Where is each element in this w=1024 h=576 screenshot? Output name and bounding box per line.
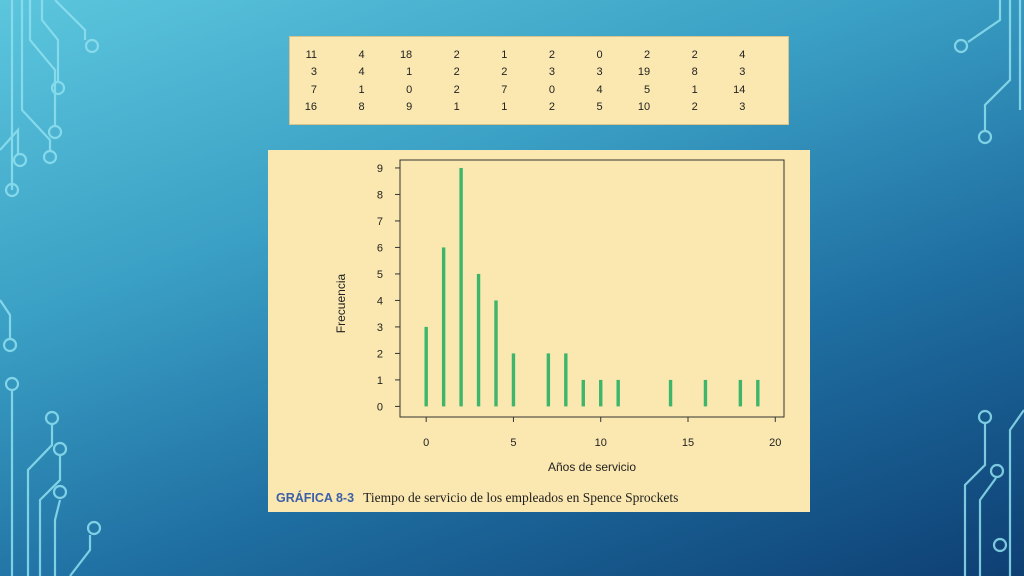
y-tick-label: 2: [377, 348, 383, 360]
bar: [581, 379, 585, 407]
table-cell: 3: [739, 66, 746, 79]
bar: [511, 353, 516, 407]
table-cell: 18: [399, 48, 413, 61]
x-tick-label: 20: [769, 437, 781, 449]
frequency-chart: 0 1 2 3 4 5 6 7 8 9 0 5 10 15 20 Años de servicio Frecue…: [334, 159, 785, 474]
table-cell: 8: [358, 101, 365, 114]
table-cell: 3: [596, 66, 603, 79]
y-tick-label: 9: [377, 163, 383, 175]
table-cell: 2: [691, 48, 698, 61]
table-cell: 3: [310, 66, 317, 79]
table-cell: 10: [637, 101, 651, 114]
table-cell: 4: [358, 66, 365, 79]
table-cell: 0: [596, 48, 603, 61]
x-tick-label: 10: [595, 437, 607, 449]
x-tick-label: 15: [682, 437, 694, 449]
table-cell: 1: [406, 66, 413, 79]
table-cell: 2: [501, 66, 508, 79]
table-cell: 1: [691, 83, 698, 96]
table-cell: 2: [548, 48, 555, 61]
table-cell: 7: [310, 83, 317, 96]
bar: [424, 326, 428, 407]
table-cell: 0: [406, 83, 413, 96]
y-tick-label: 8: [377, 189, 383, 201]
table-row: 16 8 9 1 1 2 5 10 2 3: [294, 99, 746, 117]
bar: [564, 353, 568, 407]
bar: [738, 379, 743, 407]
table-cell: 5: [644, 83, 651, 96]
table-cell: 0: [548, 83, 555, 96]
table-cell: 1: [453, 101, 460, 114]
figure-caption: GRÁFICA 8-3 Tiempo de servicio de los em…: [276, 490, 678, 506]
table-row: 7 1 0 2 7 0 4 5 1 14: [294, 81, 745, 99]
y-tick-label: 6: [377, 242, 383, 254]
table-cell: 19: [637, 66, 651, 79]
x-tick-label: 0: [423, 437, 429, 449]
bar: [476, 273, 481, 407]
table-cell: 3: [739, 101, 746, 114]
table-cell: 14: [733, 83, 746, 96]
table-cell: 1: [501, 101, 508, 114]
table-row: 11 4 18 2 1 2 0 2 2 4: [294, 46, 746, 64]
bar: [616, 379, 620, 407]
table-cell: 4: [358, 48, 365, 61]
table-cell: 9: [406, 101, 413, 114]
bar: [546, 353, 551, 407]
table-cell: 2: [453, 83, 460, 96]
bar: [668, 379, 673, 407]
table-cell: 5: [596, 101, 603, 114]
y-tick-label: 4: [377, 295, 383, 307]
table-cell: 2: [548, 101, 555, 114]
y-tick-label: 1: [377, 375, 383, 387]
y-tick-label: 0: [377, 401, 383, 413]
table-row: 3 4 1 2 2 3 3 19 8 3: [294, 64, 745, 82]
table-cell: 3: [548, 66, 555, 79]
table-cell: 4: [596, 83, 603, 96]
table-cell: 1: [358, 83, 365, 96]
table-cell: 16: [304, 101, 317, 114]
y-axis-label: Frecuencia: [334, 274, 348, 334]
bar: [459, 167, 463, 407]
data-table-panel: 11 4 18 2 1 2 0 2 2 4 3 4 1 2 2 3 3 19 8 3 7 1 0 2 7 0 4 5 1 14 16 8 9 1 1…: [289, 36, 789, 125]
table-cell: 7: [501, 83, 508, 96]
table-cell: 2: [453, 48, 460, 61]
table-cell: 11: [305, 48, 317, 61]
table-cell: 1: [501, 48, 508, 61]
data-table: 11 4 18 2 1 2 0 2 2 4 3 4 1 2 2 3 3 19 8 3 7 1 0 2 7 0 4 5 1 14 16 8 9 1 1…: [294, 46, 746, 117]
y-tick-label: 3: [377, 322, 383, 334]
y-tick-label: 7: [377, 216, 383, 228]
table-cell: 4: [739, 48, 746, 61]
bar: [441, 247, 446, 407]
table-cell: 2: [644, 48, 651, 61]
bar: [599, 379, 603, 407]
x-axis-label: Años de servicio: [548, 460, 636, 474]
caption-label: GRÁFICA 8-3: [276, 491, 355, 505]
table-cell: 2: [453, 66, 460, 79]
bar: [756, 379, 760, 407]
caption-text: Tiempo de servicio de los empleados en S…: [363, 490, 679, 505]
plot-frame: [399, 159, 785, 418]
y-tick-label: 5: [377, 269, 383, 281]
x-tick-label: 5: [510, 437, 516, 449]
bar: [494, 300, 498, 407]
bar: [703, 379, 708, 407]
table-cell: 2: [691, 101, 698, 114]
table-cell: 8: [691, 66, 698, 79]
chart-panel: 0 1 2 3 4 5 6 7 8 9 0 5 10 15 20 Años de servicio Frecue…: [268, 150, 810, 512]
